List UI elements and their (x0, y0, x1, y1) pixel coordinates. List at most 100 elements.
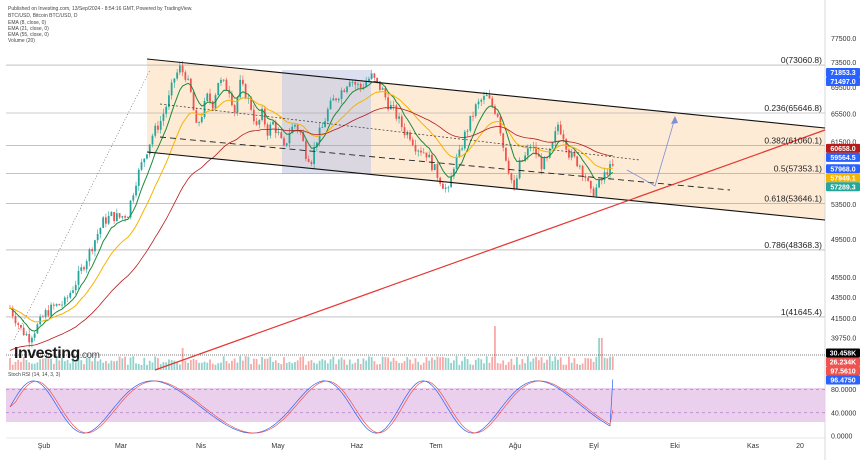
candle-body (222, 79, 225, 81)
volume-bar (252, 358, 255, 370)
candle-body (176, 72, 179, 79)
volume-bar (313, 362, 316, 370)
candle-body (518, 160, 521, 179)
candle-body (52, 304, 55, 306)
candle-body (41, 316, 44, 318)
y-tick-9: 41500.0 (831, 316, 856, 323)
candle-body (83, 267, 85, 270)
volume-bar (576, 364, 579, 370)
volume-bar (302, 356, 305, 370)
candle-body (77, 270, 80, 285)
volume-bar (157, 358, 159, 370)
volume-bar (559, 357, 562, 370)
volume-bar (143, 357, 146, 370)
volume-bar (557, 359, 559, 370)
candle-body (485, 95, 488, 97)
candle-body (239, 79, 242, 98)
candle-body (559, 124, 562, 135)
candle-body (135, 185, 137, 196)
candle-body (581, 165, 584, 177)
volume-bar (25, 359, 28, 370)
volume-bar (225, 361, 228, 370)
candle-body (466, 130, 469, 132)
volume-bar (269, 356, 272, 370)
volume-bar (206, 362, 209, 370)
volume-bar (105, 360, 107, 370)
stoch-tag-1-bg (826, 375, 860, 385)
candle-body (507, 160, 510, 174)
candle-body (31, 337, 33, 343)
price-tag-1-bg (826, 77, 860, 87)
volume-bar (11, 364, 14, 370)
candle-body (33, 333, 36, 338)
volume-bar (288, 361, 291, 370)
volume-bar (529, 361, 532, 370)
volume-bar (52, 363, 55, 370)
price-tag-6: 57289.3 (830, 184, 855, 191)
candle-body (537, 154, 540, 157)
candle-body (576, 156, 579, 167)
candle-body (184, 72, 187, 80)
x-tick-2: Nis (196, 443, 207, 450)
candle-body (483, 96, 485, 100)
volume-bar (409, 359, 411, 370)
candle-body (274, 121, 277, 133)
x-tick-9: Kas (747, 443, 760, 450)
grid-layer (6, 0, 826, 460)
candle-body (403, 127, 406, 136)
volume-bar (491, 356, 494, 370)
candles-layer (9, 60, 614, 348)
candle-body (554, 131, 557, 143)
candle-body (321, 127, 324, 128)
candle-body (126, 217, 129, 219)
volume-bar (406, 357, 409, 370)
candle-body (310, 161, 313, 164)
candle-body (455, 156, 458, 169)
candle-body (411, 139, 414, 146)
y-tick-1: 73500.0 (831, 60, 856, 67)
candle-body (606, 172, 609, 175)
candle-body (36, 324, 39, 334)
volume-bar (535, 356, 537, 370)
candle-body (463, 131, 466, 149)
channel-fill (147, 59, 825, 220)
candle-body (494, 106, 496, 114)
candle-body (225, 79, 228, 90)
candle-body (154, 125, 157, 136)
candle-body (378, 81, 381, 90)
stoch-tick-1: 40.0000 (831, 410, 856, 417)
x-tick-10: 20 (796, 443, 804, 450)
volume-bar (378, 364, 381, 370)
candle-body (444, 187, 447, 189)
candle-body (499, 116, 502, 134)
volume-bar (233, 358, 236, 370)
candle-body (551, 142, 554, 149)
candle-body (357, 83, 359, 85)
candle-body (568, 149, 570, 158)
candle-body (579, 165, 581, 167)
volume-bar (439, 357, 442, 370)
volume-bar (551, 361, 554, 370)
y-tick-10: 39750.0 (831, 335, 856, 342)
volume-bar (14, 361, 17, 370)
volume-bar (611, 356, 614, 370)
candle-body (526, 148, 529, 156)
volume-bar (135, 363, 137, 370)
volume-bar (389, 361, 392, 370)
candle-body (329, 100, 332, 110)
candle-body (285, 143, 288, 146)
candle-body (392, 104, 395, 106)
channel-dashed-line (159, 136, 731, 191)
volume-bar (36, 362, 39, 370)
candle-body (400, 116, 403, 128)
candle-body (129, 200, 132, 218)
volume-bar (395, 360, 398, 370)
axis-layer: 77500.0 73500.0 69500.0 65500.0 61500.0 53500… (38, 36, 857, 450)
candle-body (354, 82, 357, 85)
volume-bar (20, 361, 22, 370)
header-published: Published on Investing.com, 13/Sep/2024 … (8, 6, 193, 12)
volume-bar (184, 360, 187, 370)
volume-bar (181, 348, 184, 370)
